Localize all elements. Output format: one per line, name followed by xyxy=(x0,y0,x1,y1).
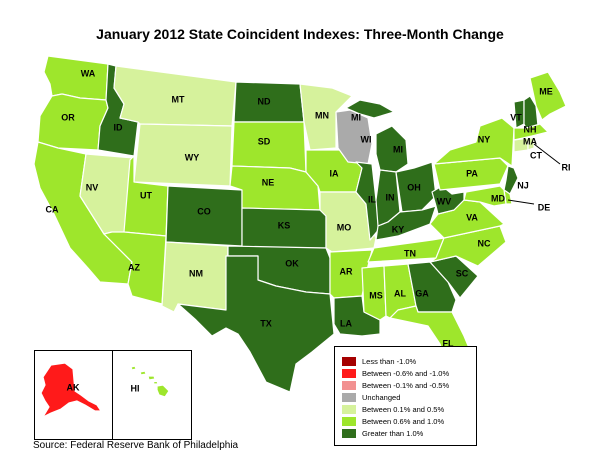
state-AK xyxy=(40,362,102,418)
label-va: VA xyxy=(466,212,478,222)
legend-label: Less than -1.0% xyxy=(362,356,417,366)
legend-label: Between -0.1% and -0.5% xyxy=(362,380,450,390)
label-ia: IA xyxy=(330,168,340,178)
label-wv: WV xyxy=(437,196,452,206)
label-ks: KS xyxy=(278,220,291,230)
label-il: IL xyxy=(368,194,377,204)
label-sd: SD xyxy=(258,136,271,146)
state-MI xyxy=(345,99,409,173)
legend-swatch xyxy=(342,416,356,426)
label-or: OR xyxy=(61,112,75,122)
label-me: ME xyxy=(539,86,553,96)
label-mo: MO xyxy=(337,222,352,232)
legend-swatch xyxy=(342,392,356,402)
label-nm: NM xyxy=(189,268,203,278)
label-ca: CA xyxy=(46,204,59,214)
label-fl: FL xyxy=(443,338,454,348)
label-sc: SC xyxy=(456,268,469,278)
source-note: Source: Federal Reserve Bank of Philadel… xyxy=(33,440,239,451)
label-nv: NV xyxy=(86,182,99,192)
state-NY xyxy=(433,117,515,167)
state-ME xyxy=(529,71,567,121)
label-HI: HI xyxy=(131,383,140,393)
state-HI xyxy=(130,365,170,398)
label-ms: MS xyxy=(369,290,383,300)
legend-item: Between 0.1% and 0.5% xyxy=(342,403,476,415)
label-ga: GA xyxy=(415,288,429,298)
label-mi: MI xyxy=(393,144,403,154)
legend-label: Between 0.1% and 0.5% xyxy=(362,404,445,414)
label-nd: ND xyxy=(258,96,271,106)
legend-swatch xyxy=(342,356,356,366)
label-ne: NE xyxy=(262,177,275,187)
leader-line-ri xyxy=(533,143,561,165)
label-mt: MT xyxy=(172,94,185,104)
label-co: CO xyxy=(197,206,211,216)
state-IL xyxy=(355,161,381,241)
label-md: MD xyxy=(491,193,505,203)
state-LA xyxy=(333,295,381,337)
legend-label: Between 0.6% and 1.0% xyxy=(362,416,445,426)
legend-item: Less than -1.0% xyxy=(342,355,476,367)
hawaii-inset: HI xyxy=(112,350,192,440)
label-ri: RI xyxy=(562,162,571,172)
label-la: LA xyxy=(340,318,352,328)
label-mi-up: MI xyxy=(351,112,361,122)
legend-label: Unchanged xyxy=(362,392,401,402)
legend-swatch xyxy=(342,380,356,390)
label-nc: NC xyxy=(478,238,491,248)
legend-label: Between -0.6% and -1.0% xyxy=(362,368,450,378)
label-tn: TN xyxy=(404,248,416,258)
label-wa: WA xyxy=(81,68,96,78)
leader-line-de xyxy=(507,199,535,205)
label-ok: OK xyxy=(285,258,299,268)
legend: Less than -1.0% Between -0.6% and -1.0% Be… xyxy=(334,346,477,446)
state-MS xyxy=(361,265,387,321)
state-WA xyxy=(43,55,109,101)
label-tx: TX xyxy=(260,318,272,328)
label-oh: OH xyxy=(407,182,421,192)
label-az: AZ xyxy=(128,262,140,272)
state-TX xyxy=(177,255,335,393)
legend-swatch xyxy=(342,428,356,438)
label-nj: NJ xyxy=(517,180,529,190)
label-de: DE xyxy=(538,202,551,212)
label-pa: PA xyxy=(466,168,478,178)
state-MD xyxy=(463,185,507,207)
legend-swatch xyxy=(342,368,356,378)
state-WY xyxy=(133,123,233,187)
label-ky: KY xyxy=(392,224,405,234)
label-ct: CT xyxy=(530,150,542,160)
label-ny: NY xyxy=(478,134,491,144)
label-nh: NH xyxy=(524,124,537,134)
label-al: AL xyxy=(394,288,406,298)
map-title: January 2012 State Coincident Indexes: T… xyxy=(96,26,504,42)
legend-item: Between 0.6% and 1.0% xyxy=(342,415,476,427)
label-ma: MA xyxy=(523,136,537,146)
label-in: IN xyxy=(386,192,395,202)
legend-item: Between -0.1% and -0.5% xyxy=(342,379,476,391)
label-wi: WI xyxy=(361,134,372,144)
legend-swatch xyxy=(342,404,356,414)
label-ut: UT xyxy=(140,190,152,200)
label-id: ID xyxy=(114,122,124,132)
legend-label: Greater than 1.0% xyxy=(362,428,424,438)
label-AK: AK xyxy=(67,382,80,392)
legend-item: Unchanged xyxy=(342,391,476,403)
label-ar: AR xyxy=(340,266,353,276)
label-vt: VT xyxy=(510,112,522,122)
legend-item: Between -0.6% and -1.0% xyxy=(342,367,476,379)
alaska-inset: AK xyxy=(34,350,114,440)
label-wy: WY xyxy=(185,152,200,162)
label-mn: MN xyxy=(315,110,329,120)
legend-item: Greater than 1.0% xyxy=(342,427,476,439)
state-RI xyxy=(527,137,535,151)
state-MN xyxy=(299,83,353,151)
state-SD xyxy=(231,121,307,173)
